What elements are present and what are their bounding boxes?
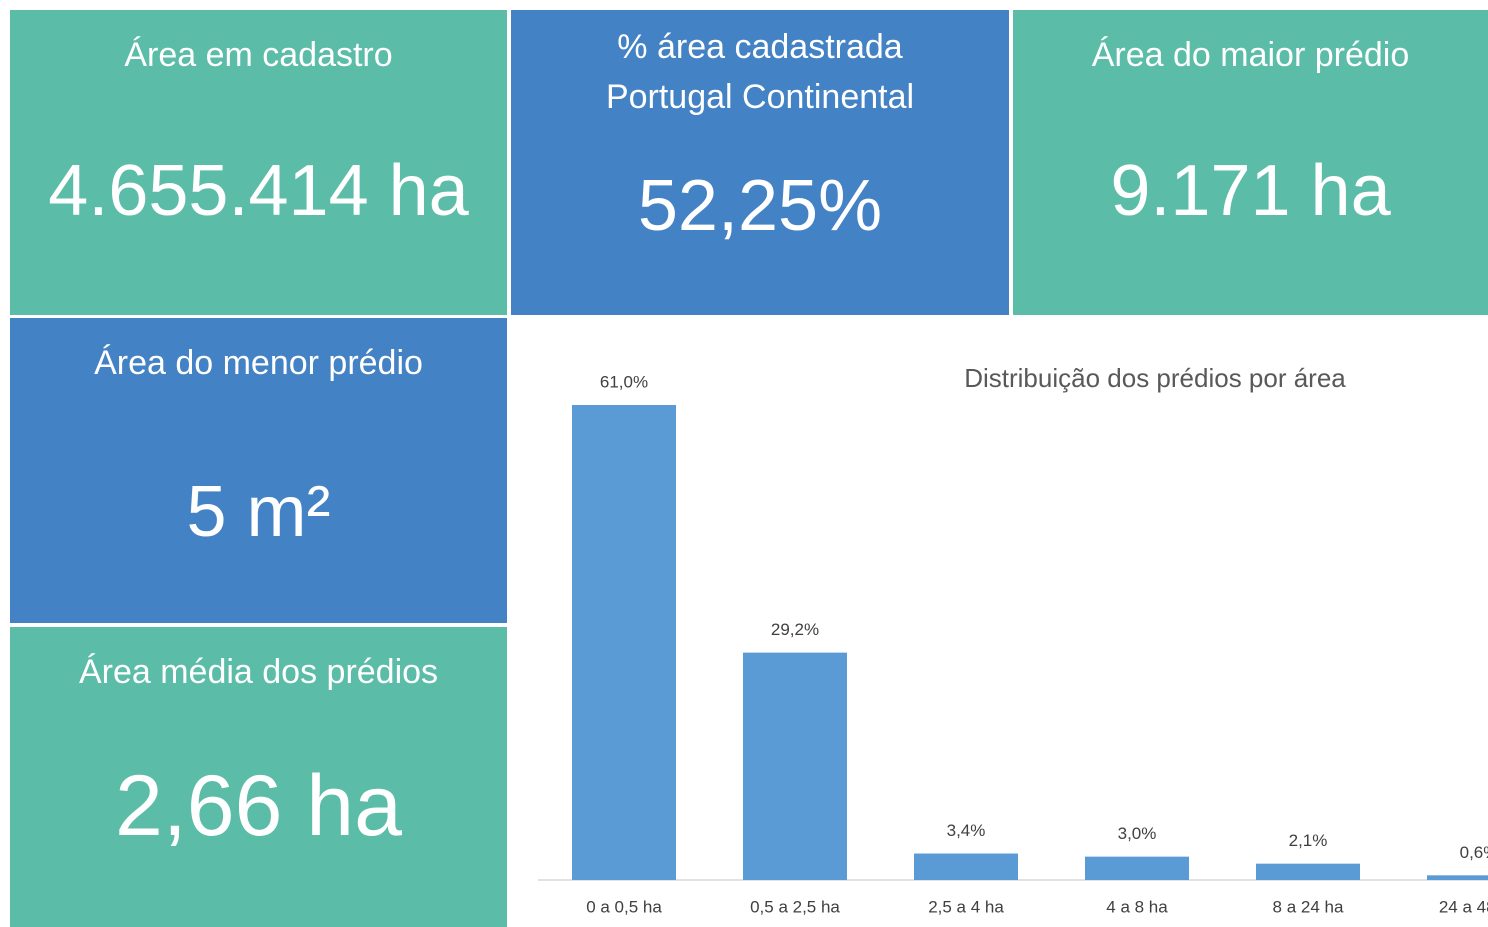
bar	[572, 405, 676, 880]
x-tick-label: 4 a 8 ha	[1106, 897, 1168, 916]
kpi-value: 9.171 ha	[1110, 151, 1391, 231]
bar	[914, 853, 1018, 880]
bar	[1085, 856, 1189, 880]
data-label: 2,1%	[1289, 831, 1328, 850]
data-label: 3,4%	[947, 821, 986, 840]
bar	[1256, 863, 1360, 880]
chart-title: Distribuição dos prédios por área	[964, 363, 1346, 393]
kpi-value: 52,25%	[637, 166, 883, 246]
bar	[1427, 875, 1488, 880]
x-tick-label: 2,5 a 4 ha	[928, 897, 1004, 916]
kpi-tile: % área cadastrada Portugal Continental 52,…	[511, 10, 1009, 315]
kpi-title: Portugal Continental	[605, 78, 915, 116]
kpi-tile: Área média dos prédios 2,66 ha	[10, 627, 507, 927]
kpi-title: Área em cadastro	[124, 36, 393, 74]
kpi-tile: Área do maior prédio 9.171 ha	[1013, 10, 1488, 315]
kpi-title: Área média dos prédios	[78, 653, 439, 691]
kpi-title: Área do menor prédio	[94, 344, 423, 382]
data-label: 3,0%	[1118, 824, 1157, 843]
x-tick-label: 8 a 24 ha	[1273, 897, 1344, 916]
kpi-title: Área do maior prédio	[1091, 36, 1410, 74]
kpi-title: % área cadastrada	[617, 28, 903, 66]
kpi-value: 5 m²	[186, 472, 331, 552]
x-tick-label: 0,5 a 2,5 ha	[750, 897, 840, 916]
data-label: 61,0%	[600, 372, 648, 391]
chart: Distribuição dos prédios por área 61,0% 0…	[538, 363, 1488, 916]
data-label: 0,6%	[1460, 843, 1488, 862]
kpi-value: 2,66 ha	[115, 758, 402, 854]
data-label: 29,2%	[771, 620, 819, 639]
x-tick-label: 0 a 0,5 ha	[586, 897, 662, 916]
kpi-value: 4.655.414 ha	[48, 151, 469, 231]
kpi-tile: Área em cadastro 4.655.414 ha	[10, 10, 507, 315]
x-tick-label: 24 a 48 ha	[1439, 897, 1488, 916]
bar	[743, 652, 847, 880]
kpi-tile: Área do menor prédio 5 m²	[10, 318, 507, 623]
